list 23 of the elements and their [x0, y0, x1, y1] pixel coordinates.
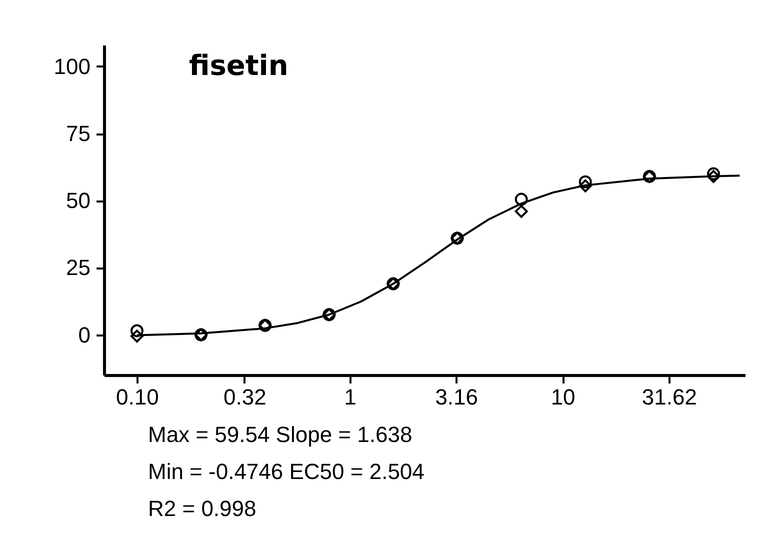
point	[514, 204, 528, 218]
text: Min = -0.4746 EC50 = 2.504	[148, 459, 424, 484]
y-tick-label: 25	[66, 255, 90, 280]
x-tick-label: 1	[344, 384, 356, 410]
x-tick-label: 3.16	[435, 384, 478, 410]
point	[514, 192, 528, 206]
y-tick-label: 75	[66, 121, 90, 146]
point	[130, 330, 144, 343]
point	[130, 324, 144, 338]
x-tick-label: 0.10	[116, 384, 159, 410]
y-tick-label: 50	[66, 188, 90, 214]
point	[707, 170, 720, 183]
point	[578, 179, 592, 192]
y-tick-label: 100	[54, 54, 90, 79]
y-tick-label: 0	[78, 322, 90, 348]
text: Max = 59.54 Slope = 1.638	[148, 422, 412, 447]
x-tick-label: 10	[550, 384, 576, 410]
point	[707, 167, 720, 180]
x-tick-label: 0.32	[224, 384, 266, 410]
text: R2 = 0.998	[148, 496, 256, 521]
x-tick-label: 31.62	[642, 384, 697, 410]
chart-title: fisetin	[189, 49, 288, 82]
point	[578, 175, 592, 188]
